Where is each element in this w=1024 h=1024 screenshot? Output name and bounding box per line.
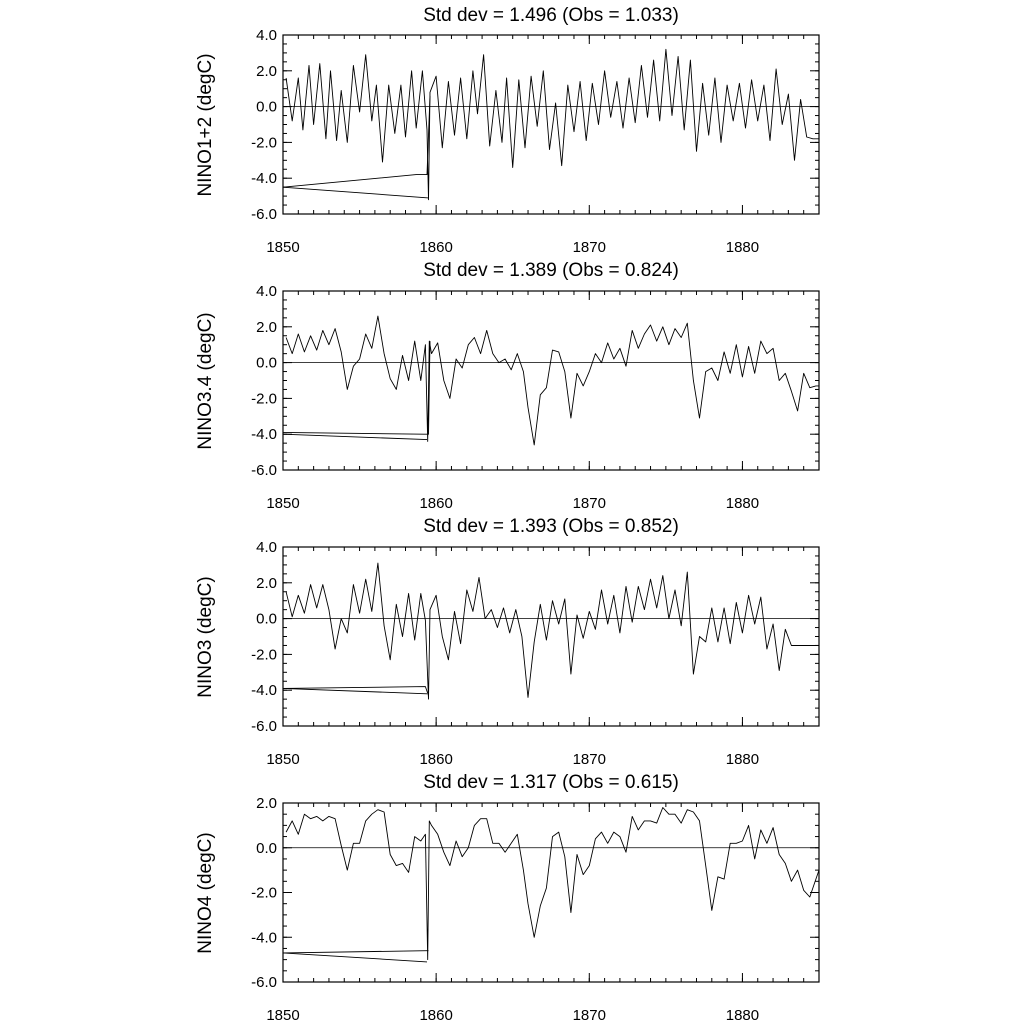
timeseries-line: [285, 562, 819, 700]
y-tick-label: -4.0: [251, 170, 277, 187]
y-tick-label: -4.0: [251, 682, 277, 699]
plot-frame: [282, 34, 820, 215]
artifact-line: [282, 687, 428, 695]
artifact-line: [282, 433, 428, 441]
artifact-line: [282, 341, 431, 435]
y-tick-label: 4.0: [256, 539, 277, 556]
nino3-panel: Std dev = 1.393 (Obs = 0.852) NINO3 (deg…: [195, 516, 820, 768]
x-tick-label: 1880: [726, 1007, 759, 1024]
y-tick-label: -2.0: [251, 646, 277, 663]
timeseries-line: [285, 315, 819, 446]
y-tick-label: 4.0: [256, 283, 277, 300]
y-tick-label: -6.0: [251, 718, 277, 735]
artifact-line: [282, 186, 429, 199]
x-tick-label: 1850: [266, 1007, 299, 1024]
artifact-line: [282, 686, 429, 696]
y-tick-label: 2.0: [256, 575, 277, 592]
x-tick-label: 1880: [726, 751, 759, 768]
y-tick-label: -4.0: [251, 426, 277, 443]
nino34-panel: Std dev = 1.389 (Obs = 0.824) NINO3.4 (d…: [195, 260, 820, 512]
x-tick-label: 1850: [266, 239, 299, 256]
y-tick-label: -6.0: [251, 974, 277, 991]
x-tick-label: 1860: [419, 239, 452, 256]
timeseries-line: [285, 807, 820, 961]
artifact-line: [282, 952, 428, 963]
y-axis-label: NINO3.4 (degC): [195, 312, 216, 449]
artifact-line: [282, 950, 429, 954]
y-tick-label: 0.0: [256, 355, 277, 372]
panel-title: Std dev = 1.496 (Obs = 1.033): [423, 5, 679, 26]
x-tick-label: 1860: [419, 751, 452, 768]
y-tick-label: -2.0: [251, 390, 277, 407]
x-tick-label: 1880: [726, 495, 759, 512]
y-tick-label: 2.0: [256, 795, 277, 812]
y-tick-label: -6.0: [251, 206, 277, 223]
x-tick-label: 1870: [573, 239, 606, 256]
y-tick-label: 0.0: [256, 611, 277, 628]
y-axis-label: NINO1+2 (degC): [195, 53, 216, 196]
y-tick-label: 2.0: [256, 319, 277, 336]
y-tick-label: 2.0: [256, 63, 277, 80]
x-tick-label: 1860: [419, 1007, 452, 1024]
nino4-panel: Std dev = 1.317 (Obs = 0.615) NINO4 (deg…: [195, 772, 820, 1024]
x-tick-label: 1860: [419, 495, 452, 512]
panel-title: Std dev = 1.393 (Obs = 0.852): [423, 516, 679, 537]
y-tick-label: -2.0: [251, 134, 277, 151]
timeseries-line: [285, 48, 819, 201]
y-tick-label: -6.0: [251, 462, 277, 479]
y-tick-label: 4.0: [256, 27, 277, 44]
x-tick-label: 1850: [266, 495, 299, 512]
y-axis-label: NINO4 (degC): [195, 832, 216, 953]
panel-title: Std dev = 1.389 (Obs = 0.824): [423, 260, 679, 281]
y-axis-label: NINO3 (degC): [195, 576, 216, 697]
artifact-line: [282, 95, 431, 188]
plot-frame: [282, 546, 820, 727]
y-tick-label: 0.0: [256, 840, 277, 857]
x-tick-label: 1870: [573, 495, 606, 512]
x-tick-label: 1870: [573, 751, 606, 768]
y-tick-label: 0.0: [256, 99, 277, 116]
y-tick-label: -2.0: [251, 885, 277, 902]
x-tick-label: 1870: [573, 1007, 606, 1024]
nino12-panel: Std dev = 1.496 (Obs = 1.033) NINO1+2 (d…: [195, 5, 820, 256]
x-tick-label: 1850: [266, 751, 299, 768]
y-tick-label: -4.0: [251, 929, 277, 946]
panel-title: Std dev = 1.317 (Obs = 0.615): [423, 772, 679, 793]
x-tick-label: 1880: [726, 239, 759, 256]
plot-frame: [282, 290, 820, 471]
